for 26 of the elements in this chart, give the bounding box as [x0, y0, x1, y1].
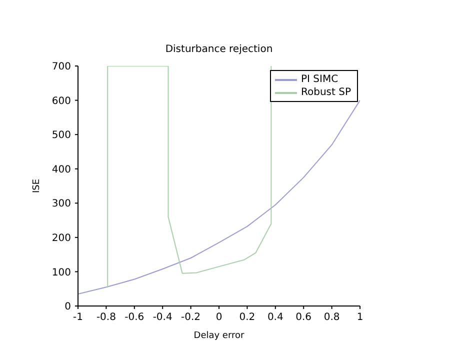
legend-label: Robust SP — [301, 87, 351, 98]
x-tick-label: -1 — [73, 312, 83, 324]
chart-title: Disturbance rejection — [164, 44, 274, 55]
x-tick-label: -0.8 — [96, 312, 116, 324]
line-series — [107, 66, 272, 288]
y-tick-label: 700 — [52, 62, 71, 73]
x-tick-label: -0.4 — [152, 312, 172, 324]
y-tick-label: 300 — [52, 198, 71, 210]
y-tick-label: 100 — [52, 267, 71, 278]
x-tick-label: 0.4 — [267, 312, 284, 324]
y-axis-title: ISE — [32, 178, 42, 194]
legend-label: PI SIMC — [301, 74, 338, 85]
x-tick-label: 0.8 — [324, 312, 340, 324]
x-tick-label: 1 — [356, 312, 364, 324]
y-tick-label: 0 — [64, 302, 71, 313]
x-tick-label: -0.6 — [124, 312, 144, 324]
x-tick-label: 0.2 — [239, 312, 256, 324]
x-axis-title: Delay error — [194, 331, 245, 341]
line-series — [78, 100, 360, 294]
y-tick-label: 400 — [52, 164, 71, 176]
x-tick-label: -0.2 — [181, 312, 201, 324]
y-tick-label: 200 — [52, 232, 71, 244]
x-tick-label: 0 — [216, 312, 222, 324]
y-tick-label: 500 — [52, 130, 71, 142]
y-tick-label: 600 — [52, 96, 71, 107]
x-tick-label: 0.6 — [296, 312, 312, 324]
